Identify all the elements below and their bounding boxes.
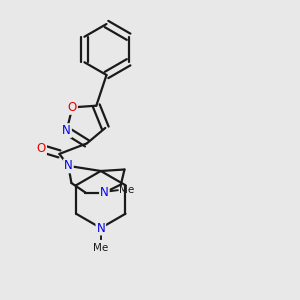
Text: Me: Me	[119, 184, 134, 195]
Text: N: N	[100, 186, 109, 199]
Text: N: N	[64, 159, 73, 172]
Text: N: N	[96, 221, 105, 235]
Text: Me: Me	[93, 243, 108, 253]
Text: N: N	[62, 124, 71, 137]
Text: O: O	[37, 142, 46, 155]
Text: O: O	[68, 101, 77, 114]
